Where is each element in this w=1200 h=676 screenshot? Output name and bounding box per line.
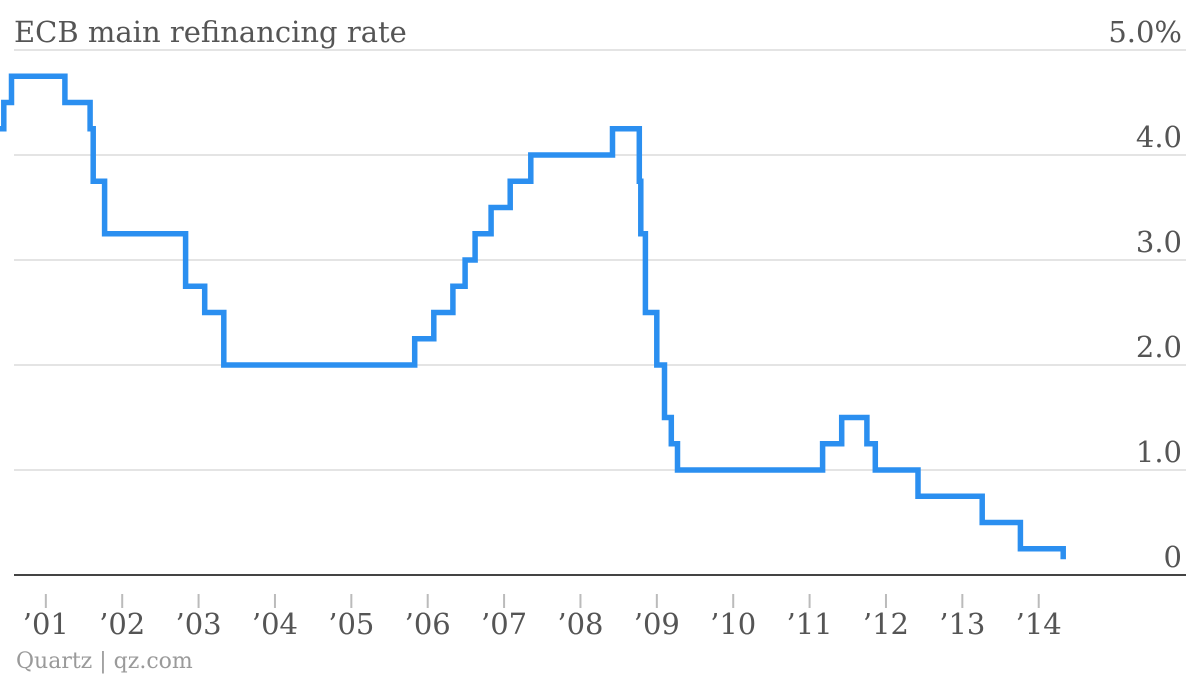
x-tick-label: ’06: [405, 607, 451, 641]
series-layer: [0, 73, 1066, 560]
x-tick-label: ’08: [557, 607, 603, 641]
y-tick-label: 2.0: [1136, 330, 1182, 364]
x-tick-label: ’02: [99, 607, 145, 641]
x-tick-label: ’11: [787, 607, 833, 641]
y-tick-label: 3.0: [1136, 225, 1182, 259]
y-axis-labels: 0 1.0 2.0 3.0 4.0 5.0%: [1108, 15, 1182, 574]
source-credit: Quartz | qz.com: [16, 649, 193, 674]
series-line-0: [0, 73, 1066, 560]
x-tick-label: ’14: [1016, 607, 1062, 641]
y-tick-label: 1.0: [1136, 435, 1182, 469]
grid-lines: [14, 49, 1186, 576]
y-tick-label: 0: [1164, 540, 1182, 574]
x-tick-label: ’13: [939, 607, 985, 641]
x-tick-label: ’01: [23, 607, 69, 641]
x-tick-label: ’09: [634, 607, 680, 641]
y-tick-label: 4.0: [1136, 120, 1182, 154]
chart-title: ECB main refinancing rate: [14, 15, 407, 49]
x-tick-label: ’04: [252, 607, 298, 641]
x-axis-labels: ’01 ’02 ’03 ’04 ’05 ’06 ’07 ’08 ’09 ’10 ’11 ’12 ’13 ’…: [23, 607, 1062, 641]
x-tick-label: ’10: [710, 607, 756, 641]
x-tick-label: ’03: [176, 607, 222, 641]
y-tick-label: 5.0%: [1108, 15, 1182, 49]
x-tick-label: ’05: [328, 607, 374, 641]
x-tick-label: ’12: [863, 607, 909, 641]
x-tick-label: ’07: [481, 607, 527, 641]
x-axis-ticks: [44, 594, 1040, 608]
